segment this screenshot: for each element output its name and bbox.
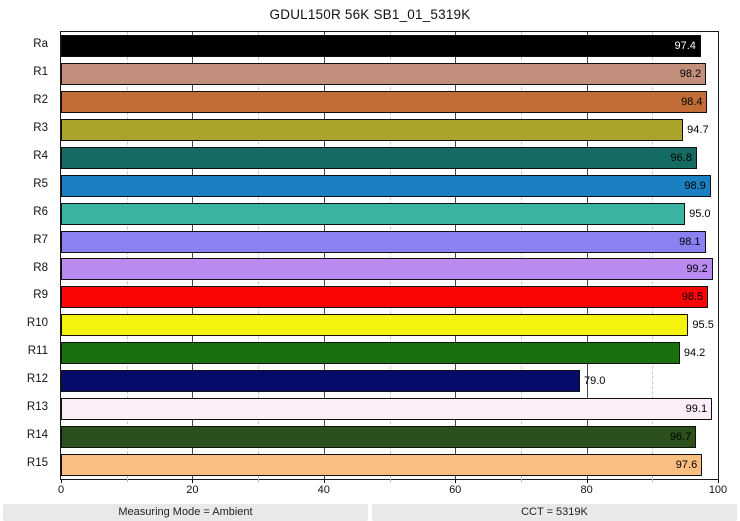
bar-ra xyxy=(61,34,701,57)
x-axis-tick xyxy=(455,479,457,483)
footer-measuring-mode: Measuring Mode = Ambient xyxy=(3,504,368,521)
x-axis-tick-label: 40 xyxy=(317,484,330,496)
bar-row: 94.7 xyxy=(61,116,718,144)
bar-row: 99.2 xyxy=(61,256,718,284)
gridline-major xyxy=(455,32,457,479)
gridline-major xyxy=(192,32,194,479)
bar-r12 xyxy=(61,370,581,393)
plot-area: 97.4 98.2 98.4 94.7 96.8 98.9 95.0 98.1 99.2 98.5… xyxy=(60,31,719,480)
bar-row: 79.0 xyxy=(61,367,718,395)
bar-row: 98.2 xyxy=(61,60,718,88)
bar-row: 95.5 xyxy=(61,311,718,339)
bar-value-label: 98.4 xyxy=(681,95,703,108)
x-axis-tick xyxy=(61,479,62,483)
gridline-minor xyxy=(520,32,522,479)
gridline-minor xyxy=(389,32,391,479)
category-label-r8: R8 xyxy=(33,261,48,274)
x-axis-minor-tick xyxy=(126,479,128,482)
category-label-r1: R1 xyxy=(33,65,48,78)
bar-r8 xyxy=(61,258,713,281)
x-axis-tick-label: 100 xyxy=(708,484,728,496)
category-label-r12: R12 xyxy=(26,373,48,386)
x-axis-minor-tick xyxy=(520,479,522,482)
bar-value-label: 96.8 xyxy=(670,151,692,164)
gridline-major xyxy=(586,32,588,479)
x-axis-minor-tick xyxy=(652,479,654,482)
bar-row: 98.9 xyxy=(61,172,718,200)
gridline-minor xyxy=(258,32,260,479)
category-label-r5: R5 xyxy=(33,177,48,190)
bar-value-label: 98.9 xyxy=(684,179,706,192)
bar-value-label: 96.7 xyxy=(669,431,692,444)
bar-row: 98.4 xyxy=(61,88,718,116)
bar-value-label: 95.5 xyxy=(692,319,714,332)
bar-row: 97.4 xyxy=(61,32,718,60)
x-axis-tick-label: 20 xyxy=(186,484,199,496)
bar-value-label: 98.5 xyxy=(681,291,704,304)
bar-value-label: 97.4 xyxy=(674,39,696,52)
category-label-ra: Ra xyxy=(33,38,48,50)
bar-row: 98.5 xyxy=(61,283,718,311)
x-axis-tick-label: 0 xyxy=(57,484,65,496)
chart-title: GDUL150R 56K SB1_01_5319K xyxy=(269,7,471,22)
x-axis-tick xyxy=(323,479,325,483)
bar-r7 xyxy=(61,230,706,253)
gridline-minor xyxy=(126,32,128,479)
category-label-r15: R15 xyxy=(26,457,48,470)
bar-value-label: 95.0 xyxy=(689,207,711,220)
bar-value-label: 97.6 xyxy=(675,459,698,472)
bar-r2 xyxy=(61,90,708,113)
category-label-r13: R13 xyxy=(26,401,48,414)
category-label-r7: R7 xyxy=(33,233,48,246)
bar-row: 98.1 xyxy=(61,228,718,256)
x-axis-tick-label: 60 xyxy=(449,484,462,496)
bar-value-label: 99.1 xyxy=(685,403,708,416)
x-axis-tick xyxy=(586,479,588,483)
x-axis-tick xyxy=(718,479,719,483)
bar-r9 xyxy=(61,286,709,309)
x-axis-minor-tick xyxy=(389,479,391,482)
bar-r6 xyxy=(61,202,686,225)
bar-r15 xyxy=(61,454,703,477)
category-label-r2: R2 xyxy=(33,93,48,106)
bar-r1 xyxy=(61,62,707,85)
bar-value-label: 99.2 xyxy=(686,263,708,276)
bar-row: 97.6 xyxy=(61,451,718,479)
bar-r13 xyxy=(61,398,713,421)
category-label-r4: R4 xyxy=(33,149,48,162)
bar-r5 xyxy=(61,174,711,197)
x-axis-tick-label: 80 xyxy=(580,484,593,496)
gridline-major xyxy=(323,32,325,479)
bar-value-label: 94.7 xyxy=(687,123,709,136)
bar-row: 96.8 xyxy=(61,144,718,172)
x-axis-minor-tick xyxy=(258,479,260,482)
x-axis-tick xyxy=(192,479,194,483)
bar-value-label: 79.0 xyxy=(584,375,606,388)
category-label-r11: R11 xyxy=(27,345,48,358)
footer-cct: CCT = 5319K xyxy=(372,504,737,521)
bar-row: 95.0 xyxy=(61,200,718,228)
category-label-r3: R3 xyxy=(33,121,48,134)
gridline-minor xyxy=(652,32,654,479)
bar-value-label: 98.2 xyxy=(679,67,702,80)
bar-row: 96.7 xyxy=(61,423,718,451)
bar-value-label: 98.1 xyxy=(679,235,701,248)
bar-r11 xyxy=(61,342,680,365)
category-label-r14: R14 xyxy=(26,429,48,442)
category-label-r10: R10 xyxy=(26,317,48,330)
bar-value-label: 94.2 xyxy=(683,347,706,360)
bar-row: 99.1 xyxy=(61,395,718,423)
bar-row: 94.2 xyxy=(61,339,718,367)
category-label-r6: R6 xyxy=(33,205,48,218)
bar-r14 xyxy=(61,426,697,449)
bar-r4 xyxy=(61,146,697,169)
category-label-r9: R9 xyxy=(33,289,48,302)
bar-r10 xyxy=(61,314,689,337)
bar-r3 xyxy=(61,118,684,141)
